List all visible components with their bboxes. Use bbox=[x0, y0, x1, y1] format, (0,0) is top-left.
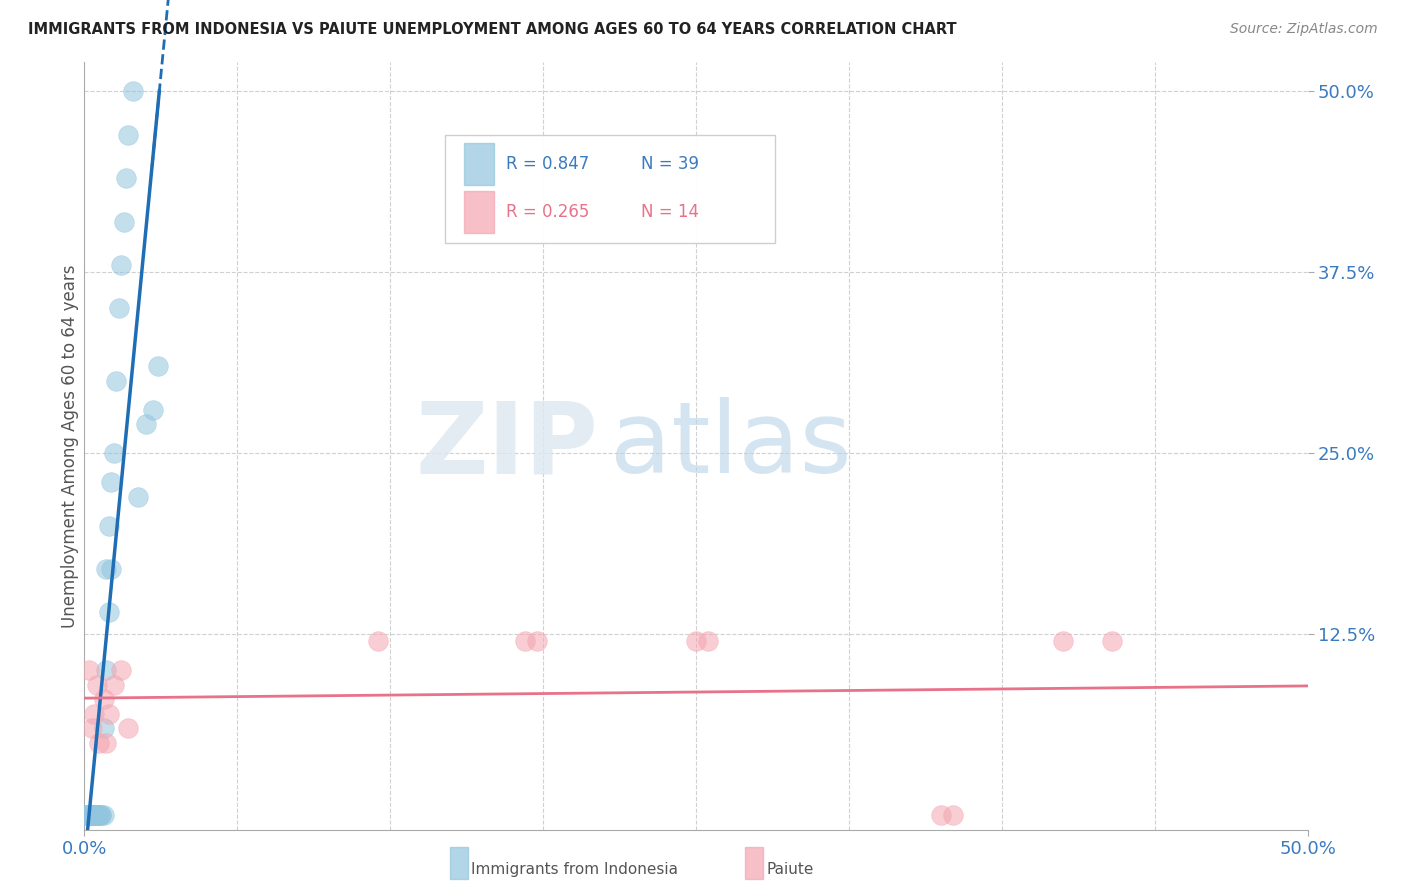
Point bbox=[146, 359, 169, 374]
Text: N = 14: N = 14 bbox=[641, 203, 699, 221]
Point bbox=[513, 634, 536, 648]
Point bbox=[83, 808, 105, 822]
Text: R = 0.847: R = 0.847 bbox=[506, 154, 589, 173]
Point bbox=[127, 490, 149, 504]
Point bbox=[96, 736, 118, 750]
Point bbox=[77, 808, 100, 822]
Point bbox=[100, 475, 122, 490]
Point bbox=[942, 808, 965, 822]
Point bbox=[105, 374, 128, 388]
Point bbox=[87, 808, 110, 822]
Point bbox=[80, 808, 103, 822]
Text: Source: ZipAtlas.com: Source: ZipAtlas.com bbox=[1230, 22, 1378, 37]
Point bbox=[86, 808, 108, 822]
Point bbox=[96, 562, 118, 576]
Point bbox=[103, 678, 125, 692]
Point bbox=[117, 128, 139, 142]
Point bbox=[100, 562, 122, 576]
Bar bbox=[464, 191, 494, 233]
Point bbox=[90, 808, 112, 822]
Text: atlas: atlas bbox=[610, 398, 852, 494]
Point bbox=[115, 171, 138, 186]
Text: R = 0.265: R = 0.265 bbox=[506, 203, 589, 221]
Point bbox=[135, 417, 157, 432]
Point bbox=[87, 808, 110, 822]
Point bbox=[93, 808, 115, 822]
Point bbox=[77, 808, 100, 822]
Text: Immigrants from Indonesia: Immigrants from Indonesia bbox=[471, 863, 678, 877]
Point bbox=[76, 808, 98, 822]
Point bbox=[96, 664, 118, 678]
Point bbox=[526, 634, 548, 648]
Point bbox=[367, 634, 389, 648]
Point bbox=[86, 808, 108, 822]
Text: IMMIGRANTS FROM INDONESIA VS PAIUTE UNEMPLOYMENT AMONG AGES 60 TO 64 YEARS CORRE: IMMIGRANTS FROM INDONESIA VS PAIUTE UNEM… bbox=[28, 22, 956, 37]
Point bbox=[117, 721, 139, 735]
Point bbox=[142, 402, 165, 417]
Point bbox=[76, 808, 98, 822]
Point bbox=[77, 664, 100, 678]
Point bbox=[87, 736, 110, 750]
Point bbox=[86, 678, 108, 692]
Text: Paiute: Paiute bbox=[766, 863, 814, 877]
Point bbox=[80, 808, 103, 822]
Point bbox=[107, 301, 129, 316]
FancyBboxPatch shape bbox=[446, 136, 776, 243]
Point bbox=[80, 721, 103, 735]
Point bbox=[93, 692, 115, 706]
Point bbox=[83, 808, 105, 822]
Point bbox=[112, 214, 135, 228]
Point bbox=[83, 706, 105, 721]
Point bbox=[97, 518, 120, 533]
Point bbox=[929, 808, 952, 822]
Point bbox=[80, 808, 103, 822]
Point bbox=[110, 664, 132, 678]
Point bbox=[77, 808, 100, 822]
Text: N = 39: N = 39 bbox=[641, 154, 699, 173]
Point bbox=[93, 721, 115, 735]
Bar bbox=[464, 143, 494, 185]
Point bbox=[76, 808, 98, 822]
Y-axis label: Unemployment Among Ages 60 to 64 years: Unemployment Among Ages 60 to 64 years bbox=[62, 264, 80, 628]
Point bbox=[110, 258, 132, 272]
Point bbox=[80, 808, 103, 822]
Text: ZIP: ZIP bbox=[415, 398, 598, 494]
Point bbox=[685, 634, 707, 648]
Point bbox=[97, 706, 120, 721]
Point bbox=[122, 84, 145, 98]
Point bbox=[1101, 634, 1123, 648]
Point bbox=[97, 606, 120, 620]
Point bbox=[103, 446, 125, 460]
Point bbox=[90, 808, 112, 822]
Point bbox=[697, 634, 720, 648]
Point bbox=[1052, 634, 1074, 648]
Point bbox=[86, 808, 108, 822]
